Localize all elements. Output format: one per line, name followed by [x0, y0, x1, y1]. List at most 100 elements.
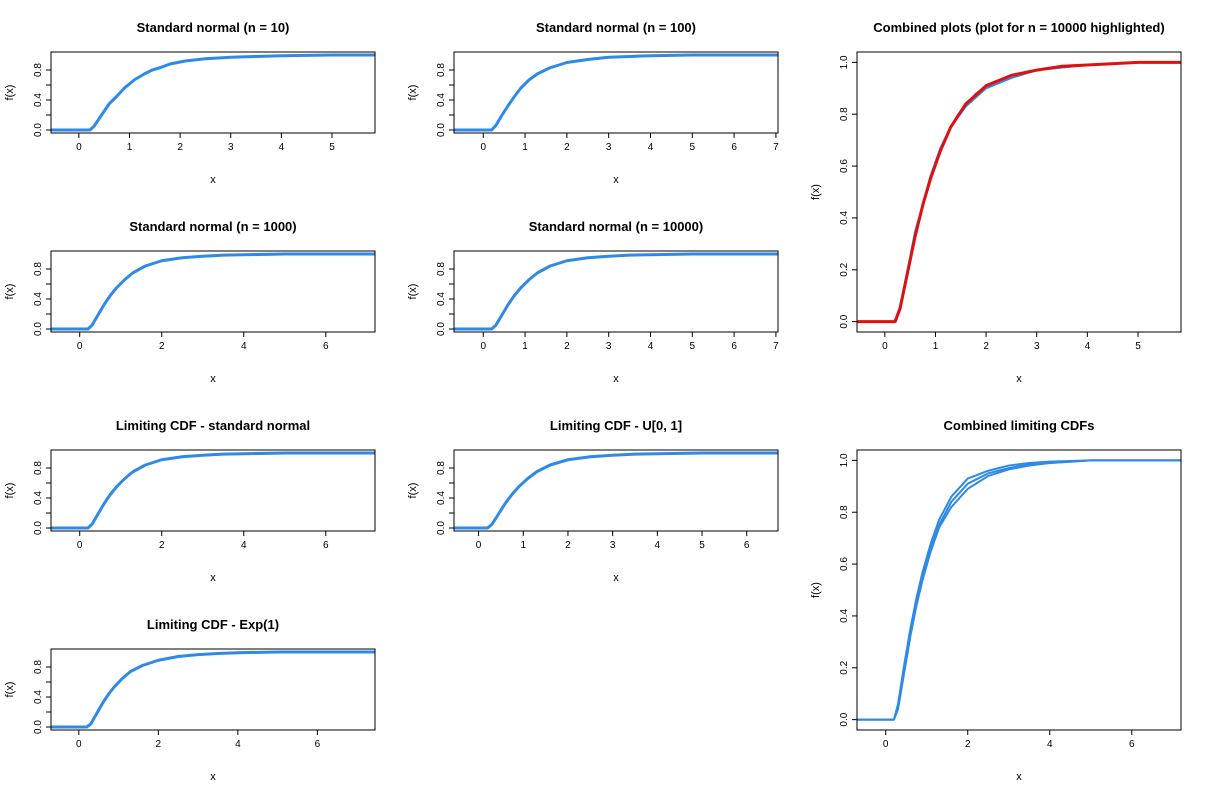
plot-frame — [50, 449, 376, 532]
y-axis-label: f(x) — [4, 284, 16, 300]
x-tick-label: 4 — [241, 540, 247, 551]
x-tick-label: 5 — [690, 341, 696, 352]
series-line-0 — [454, 451, 778, 530]
y-tick-label: 0.0 — [839, 314, 850, 328]
y-tick-label: 0.4 — [436, 491, 447, 505]
x-tick-label: 1 — [522, 341, 528, 352]
y-axis-label: f(x) — [4, 85, 16, 101]
plot-frame — [453, 250, 779, 333]
x-tick-label: 0 — [77, 540, 83, 551]
x-axis-label: x — [1016, 373, 1022, 385]
y-tick-label: 0.0 — [33, 123, 44, 137]
x-axis-label: x — [210, 771, 216, 783]
chart-title: Combined plots (plot for n = 10000 highl… — [873, 20, 1164, 35]
x-tick-label: 6 — [744, 540, 750, 551]
x-tick-label: 3 — [228, 142, 234, 153]
y-tick-label: 0.8 — [839, 505, 850, 519]
x-tick-label: 4 — [241, 341, 247, 352]
x-tick-label: 6 — [323, 540, 329, 551]
y-tick-label: 0.4 — [33, 292, 44, 306]
y-tick-label: 0.6 — [839, 159, 850, 173]
series-line-0 — [454, 53, 778, 132]
panel-p6: Limiting CDF - standard normal 0 2 4 6 0.0 0.4… — [4, 418, 376, 584]
y-axis-label: f(x) — [407, 85, 419, 101]
series-line-2 — [857, 459, 1181, 721]
y-tick-label: 0.4 — [33, 690, 44, 704]
y-axis-label: f(x) — [407, 483, 419, 499]
x-tick-label: 4 — [1085, 341, 1091, 352]
plot-frame — [50, 250, 376, 333]
x-tick-label: 3 — [610, 540, 616, 551]
x-tick-label: 0 — [476, 540, 482, 551]
x-tick-label: 5 — [690, 142, 696, 153]
x-tick-label: 4 — [1047, 739, 1053, 750]
y-tick-label: 0.4 — [839, 211, 850, 225]
x-tick-label: 6 — [315, 739, 321, 750]
y-tick-label: 0.0 — [33, 322, 44, 336]
series-line-0 — [857, 459, 1181, 721]
x-tick-label: 4 — [655, 540, 661, 551]
y-tick-label: 0.2 — [839, 660, 850, 674]
y-tick-label: 0.0 — [436, 521, 447, 535]
series-line-0 — [51, 53, 375, 132]
y-axis-label: f(x) — [407, 284, 419, 300]
panel-p7: Limiting CDF - U[0, 1] 0 1 2 3 4 5 6 0.0 0.4 0.8 x f… — [407, 418, 779, 584]
x-axis-label: x — [613, 373, 619, 385]
panel-p3: Combined plots (plot for n = 10000 highl… — [810, 20, 1182, 385]
y-tick-label: 0.8 — [33, 660, 44, 674]
x-axis-label: x — [210, 572, 216, 584]
chart-title: Limiting CDF - Exp(1) — [147, 617, 279, 632]
x-tick-label: 1 — [127, 142, 133, 153]
y-tick-label: 0.0 — [839, 712, 850, 726]
x-tick-label: 2 — [564, 142, 570, 153]
x-tick-label: 2 — [159, 540, 165, 551]
x-tick-label: 0 — [480, 142, 486, 153]
panel-p8: Combined limiting CDFs 0 2 4 6 0.0 0.2 0.4 0.6 0.… — [810, 418, 1182, 783]
x-axis-label: x — [613, 174, 619, 186]
x-tick-label: 0 — [76, 142, 82, 153]
x-tick-label: 6 — [731, 341, 737, 352]
y-axis-label: f(x) — [810, 582, 822, 598]
y-tick-label: 0.4 — [436, 93, 447, 107]
series-line-0 — [454, 252, 778, 331]
x-tick-label: 2 — [983, 341, 989, 352]
chart-title: Standard normal (n = 1000) — [129, 219, 296, 234]
x-tick-label: 7 — [773, 341, 779, 352]
x-tick-label: 3 — [606, 142, 612, 153]
y-tick-label: 0.4 — [33, 491, 44, 505]
chart-title: Limiting CDF - U[0, 1] — [550, 418, 682, 433]
y-axis-label: f(x) — [810, 184, 822, 200]
series-line-3 — [857, 60, 1181, 324]
panel-p1: Standard normal (n = 10) 0 1 2 3 4 5 0.0 0.4 0.8 x… — [4, 20, 376, 186]
y-tick-label: 0.4 — [839, 609, 850, 623]
series-line-0 — [51, 451, 375, 530]
y-tick-label: 0.8 — [33, 63, 44, 77]
x-tick-label: 5 — [329, 142, 335, 153]
plot-frame — [453, 51, 779, 134]
x-tick-label: 2 — [156, 739, 162, 750]
y-tick-label: 0.8 — [33, 461, 44, 475]
x-tick-label: 7 — [773, 142, 779, 153]
x-axis-label: x — [613, 572, 619, 584]
x-axis-label: x — [210, 174, 216, 186]
y-tick-label: 0.0 — [33, 521, 44, 535]
x-tick-label: 4 — [235, 739, 241, 750]
panel-p9: Limiting CDF - Exp(1) 0 2 4 6 0.0 0.4 0.8 x f(x) — [4, 617, 376, 783]
x-tick-label: 6 — [1129, 739, 1135, 750]
x-tick-label: 0 — [76, 739, 82, 750]
chart-title: Standard normal (n = 100) — [536, 20, 696, 35]
y-tick-label: 0.4 — [33, 93, 44, 107]
y-tick-label: 0.8 — [33, 262, 44, 276]
y-tick-label: 0.8 — [436, 461, 447, 475]
x-tick-label: 0 — [882, 341, 888, 352]
x-tick-label: 2 — [159, 341, 165, 352]
y-tick-label: 0.0 — [436, 322, 447, 336]
x-tick-label: 2 — [177, 142, 183, 153]
x-tick-label: 1 — [933, 341, 939, 352]
panel-p5: Standard normal (n = 10000) 0 1 2 3 4 5 6 7 0.0 0.… — [407, 219, 779, 385]
chart-title: Standard normal (n = 10000) — [529, 219, 703, 234]
series-line-1 — [857, 459, 1181, 721]
y-tick-label: 0.6 — [839, 557, 850, 571]
x-tick-label: 4 — [648, 341, 654, 352]
